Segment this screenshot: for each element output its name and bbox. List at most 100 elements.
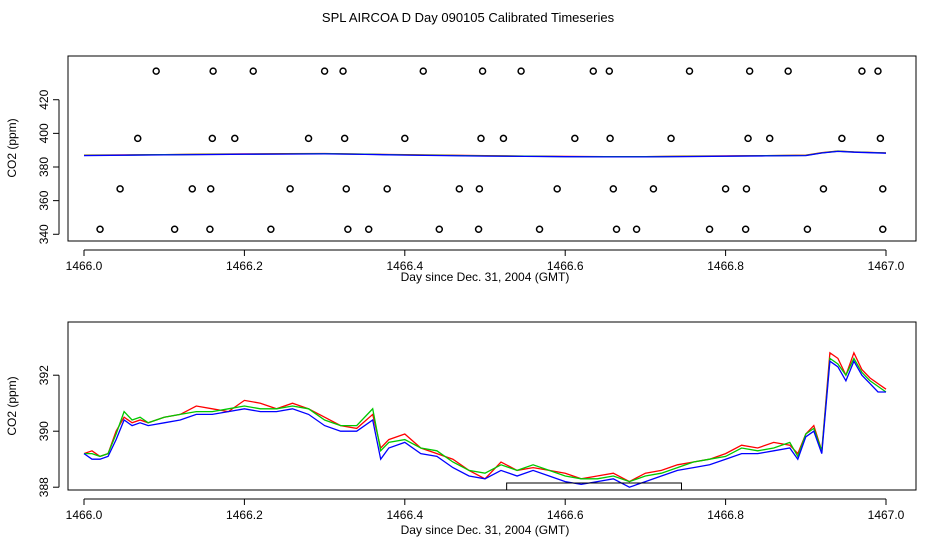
data-point [605,67,614,75]
data-point [320,67,329,75]
data-point [632,225,641,233]
y-tick-label: 392 [37,365,51,385]
y-tick-label: 390 [37,421,51,441]
x-tick-label: 1466.4 [386,259,423,273]
data-point [667,134,675,143]
data-point [340,134,349,143]
x-tick-label: 1466.0 [66,508,103,522]
bottom-x-axis: 1466.0 1466.2 1466.4 1466.6 1466.8 1467.0 [66,498,905,522]
top-data-marks [83,67,887,233]
data-point [401,134,409,143]
data-point [535,225,544,233]
data-point [170,225,179,233]
top-panel: 1466.0 1466.2 1466.4 1466.6 1466.8 1467.0 340… [5,55,917,284]
x-tick-label: 1467.0 [868,259,905,273]
data-point [553,185,561,193]
top-x-axis: 1466.0 1466.2 1466.4 1466.6 1466.8 1467.0 [66,249,905,273]
data-point [249,67,257,75]
x-tick-label: 1467.0 [868,508,905,522]
data-point [612,225,621,233]
x-tick-label: 1466.4 [386,508,423,522]
bottom-plot-frame [67,321,917,491]
data-point [879,185,887,193]
data-point [478,67,487,75]
data-point [744,134,752,143]
data-point [364,225,373,233]
data-point [188,185,197,193]
top-y-axis-label: CO2 (ppm) [5,118,19,177]
data-point [475,185,484,193]
data-point [208,134,217,143]
data-point [419,67,427,75]
data-point [477,134,485,143]
data-point [206,225,214,233]
data-point [206,185,215,193]
data-point [339,67,347,75]
x-tick-label: 1466.2 [226,508,263,522]
data-point [803,225,812,233]
data-point [152,67,160,75]
y-tick-label: 388 [37,477,51,497]
data-point [705,225,714,233]
data-point [685,67,694,75]
data-point [499,134,508,143]
series-line [83,351,887,483]
data-point [474,225,483,233]
data-point [133,134,142,143]
series-line [83,359,886,488]
y-tick-label: 360 [37,190,51,210]
bottom-panel: 1466.0 1466.2 1466.4 1466.6 1466.8 1467.0 388… [5,321,917,537]
data-point [858,67,866,75]
data-point [721,185,730,193]
data-point [838,134,846,143]
data-point [435,225,444,233]
data-point [784,67,792,75]
chart-title: SPL AIRCOA D Day 090105 Calibrated Times… [321,10,615,25]
data-point [879,225,887,233]
data-point [609,185,618,193]
bottom-x-axis-label: Day since Dec. 31, 2004 (GMT) [401,523,570,537]
x-tick-label: 1466.2 [226,259,263,273]
range-bar [506,482,682,491]
data-point [96,225,104,233]
data-point [209,67,217,75]
y-tick-label: 340 [37,224,51,244]
data-point [742,185,751,193]
y-tick-label: 380 [37,157,51,177]
top-y-axis: 340 360 380 400 420 [37,89,60,244]
x-tick-label: 1466.0 [66,259,103,273]
data-point [267,225,275,233]
data-point [874,67,882,75]
top-plot-frame [67,55,917,242]
data-point [741,225,750,233]
top-x-axis-label: Day since Dec. 31, 2004 (GMT) [401,270,570,284]
series-line [83,150,887,158]
x-tick-label: 1466.6 [547,508,584,522]
x-tick-label: 1466.8 [707,508,744,522]
data-point [383,185,391,193]
data-point [455,185,464,193]
data-point [231,134,239,143]
data-point [342,185,351,193]
series-line [84,356,887,483]
data-point [344,225,352,233]
data-point [745,67,754,75]
data-point [589,67,598,75]
data-point [876,134,885,143]
x-tick-label: 1466.8 [707,259,744,273]
bottom-y-axis-label: CO2 (ppm) [5,376,19,435]
data-point [286,185,294,193]
data-point [765,134,774,143]
y-tick-label: 420 [37,89,51,109]
data-point [606,134,614,143]
data-point [517,67,525,75]
data-point [649,185,658,193]
x-tick-label: 1466.6 [547,259,584,273]
data-point [819,185,828,193]
bottom-data-marks [83,351,887,491]
data-point [116,185,124,193]
data-point [304,134,313,143]
data-point [571,134,579,143]
bottom-y-axis: 388 390 392 [37,365,60,497]
